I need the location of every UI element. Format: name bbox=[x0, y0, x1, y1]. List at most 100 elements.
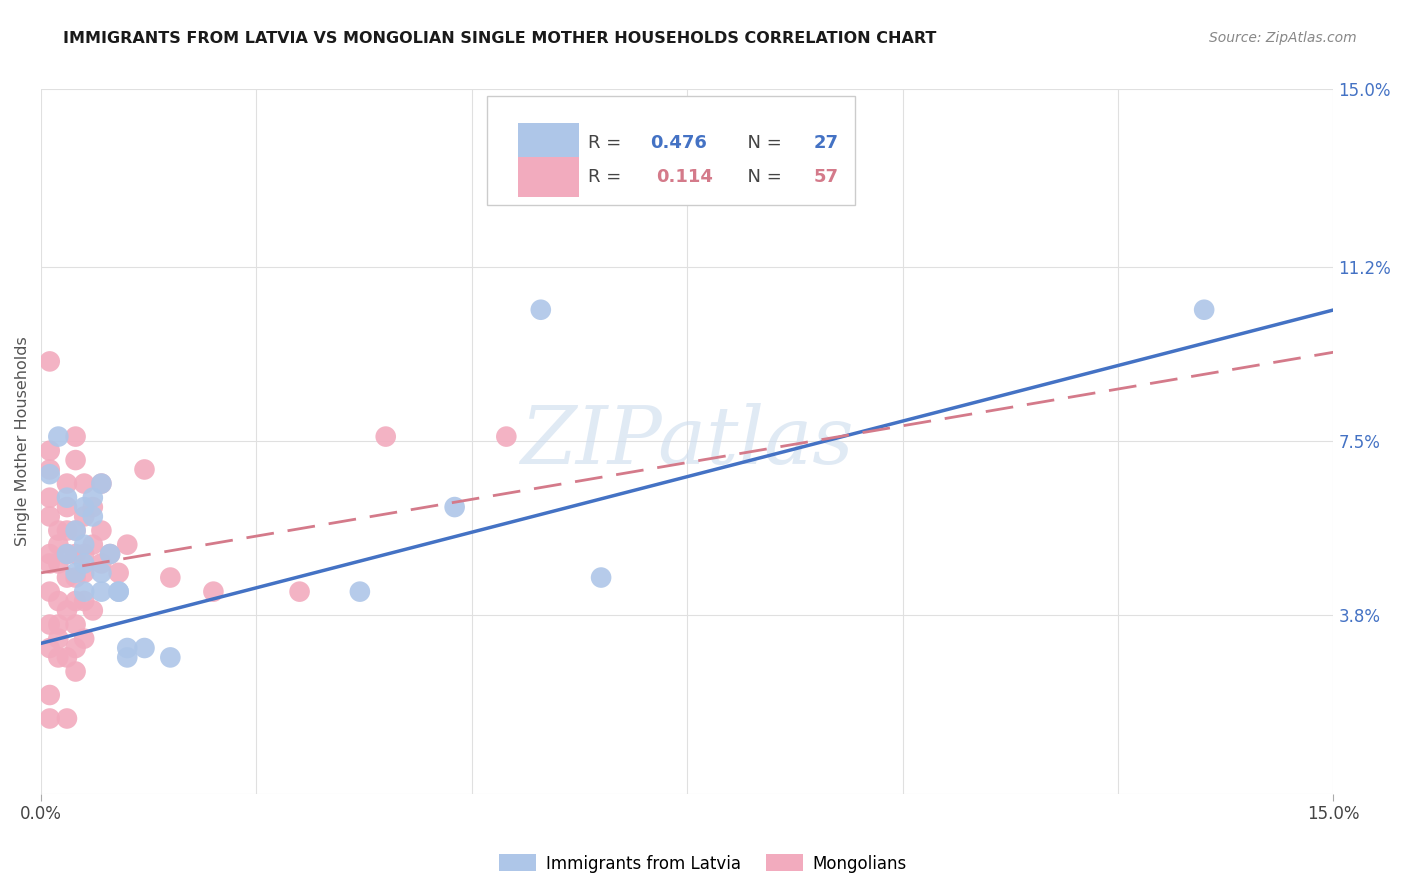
Point bbox=[46, 617, 69, 632]
Point bbox=[65, 524, 87, 538]
Text: Source: ZipAtlas.com: Source: ZipAtlas.com bbox=[1209, 31, 1357, 45]
Point bbox=[374, 429, 396, 443]
Point bbox=[90, 524, 112, 538]
Point bbox=[38, 547, 60, 561]
Point bbox=[38, 617, 60, 632]
Point bbox=[90, 476, 112, 491]
Point bbox=[82, 538, 104, 552]
Point bbox=[65, 570, 87, 584]
Point bbox=[117, 650, 139, 665]
Point bbox=[46, 650, 69, 665]
Point bbox=[495, 429, 517, 443]
Point bbox=[56, 524, 79, 538]
Point bbox=[73, 594, 96, 608]
Point bbox=[56, 476, 79, 491]
Point bbox=[82, 509, 104, 524]
Text: 57: 57 bbox=[814, 169, 839, 186]
Point bbox=[65, 617, 87, 632]
Point bbox=[56, 711, 79, 725]
Point bbox=[65, 640, 87, 655]
Point bbox=[73, 547, 96, 561]
Point bbox=[65, 594, 87, 608]
Point bbox=[73, 509, 96, 524]
Point bbox=[82, 491, 104, 505]
Point bbox=[288, 584, 311, 599]
Point bbox=[90, 557, 112, 571]
Point bbox=[117, 538, 139, 552]
Point bbox=[38, 640, 60, 655]
Point bbox=[73, 538, 96, 552]
Point bbox=[38, 509, 60, 524]
Point bbox=[56, 547, 79, 561]
Point bbox=[73, 584, 96, 599]
Point bbox=[443, 500, 465, 514]
Point bbox=[65, 453, 87, 467]
Point bbox=[56, 491, 79, 505]
Point bbox=[90, 584, 112, 599]
Point bbox=[38, 688, 60, 702]
Point bbox=[56, 500, 79, 514]
Point bbox=[117, 640, 139, 655]
Point bbox=[38, 443, 60, 458]
Point bbox=[73, 476, 96, 491]
Point bbox=[591, 570, 613, 584]
Point bbox=[73, 566, 96, 580]
Point bbox=[65, 547, 87, 561]
Text: 0.476: 0.476 bbox=[650, 134, 707, 152]
Point bbox=[107, 584, 129, 599]
FancyBboxPatch shape bbox=[486, 96, 855, 205]
Point bbox=[134, 640, 156, 655]
Point bbox=[159, 570, 181, 584]
Point bbox=[82, 603, 104, 617]
Point bbox=[46, 557, 69, 571]
Point bbox=[73, 632, 96, 646]
Point bbox=[65, 665, 87, 679]
Point bbox=[65, 566, 87, 580]
Point bbox=[159, 650, 181, 665]
Point bbox=[349, 584, 371, 599]
FancyBboxPatch shape bbox=[517, 157, 579, 197]
Point bbox=[38, 584, 60, 599]
Point bbox=[46, 594, 69, 608]
Point bbox=[56, 570, 79, 584]
Legend: Immigrants from Latvia, Mongolians: Immigrants from Latvia, Mongolians bbox=[492, 847, 914, 880]
Point bbox=[202, 584, 225, 599]
Point bbox=[56, 603, 79, 617]
Text: R =: R = bbox=[588, 134, 627, 152]
Point bbox=[98, 547, 121, 561]
Point bbox=[46, 538, 69, 552]
Point bbox=[107, 566, 129, 580]
Point bbox=[107, 584, 129, 599]
Point bbox=[38, 354, 60, 368]
Point bbox=[530, 302, 553, 317]
Point bbox=[82, 500, 104, 514]
Text: IMMIGRANTS FROM LATVIA VS MONGOLIAN SINGLE MOTHER HOUSEHOLDS CORRELATION CHART: IMMIGRANTS FROM LATVIA VS MONGOLIAN SING… bbox=[63, 31, 936, 46]
Text: ZIPatlas: ZIPatlas bbox=[520, 402, 853, 480]
Point bbox=[38, 491, 60, 505]
Point bbox=[46, 524, 69, 538]
Text: N =: N = bbox=[737, 169, 787, 186]
Text: 0.114: 0.114 bbox=[657, 169, 713, 186]
Point bbox=[38, 711, 60, 725]
Point bbox=[46, 429, 69, 443]
Point bbox=[46, 632, 69, 646]
Text: R =: R = bbox=[588, 169, 633, 186]
Point bbox=[38, 557, 60, 571]
Text: 27: 27 bbox=[814, 134, 839, 152]
Point bbox=[73, 557, 96, 571]
Point bbox=[98, 547, 121, 561]
Point bbox=[56, 650, 79, 665]
Point bbox=[1192, 302, 1215, 317]
Point bbox=[56, 547, 79, 561]
Text: N =: N = bbox=[737, 134, 787, 152]
Point bbox=[38, 467, 60, 482]
Y-axis label: Single Mother Households: Single Mother Households bbox=[15, 336, 30, 546]
Point bbox=[90, 566, 112, 580]
Point bbox=[73, 500, 96, 514]
Point bbox=[65, 429, 87, 443]
Point bbox=[90, 476, 112, 491]
Point bbox=[38, 462, 60, 476]
FancyBboxPatch shape bbox=[517, 123, 579, 163]
Point bbox=[134, 462, 156, 476]
Point bbox=[65, 524, 87, 538]
